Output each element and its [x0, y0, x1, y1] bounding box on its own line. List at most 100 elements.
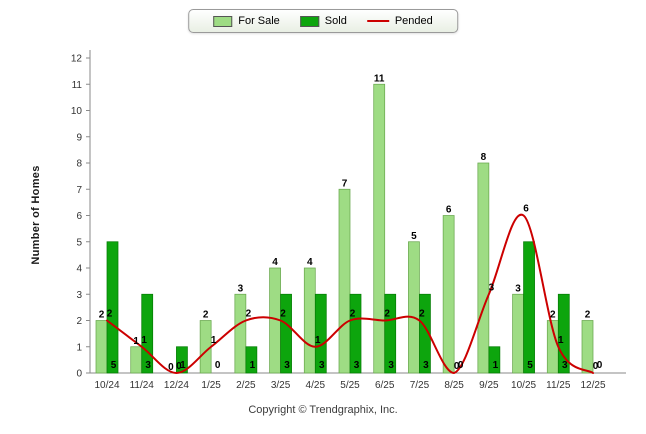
- bar-for-sale: [338, 188, 351, 374]
- bar-sold: [419, 293, 431, 374]
- y-tick-label: 6: [76, 211, 82, 222]
- x-tick-label: 8/25: [444, 380, 464, 391]
- y-tick-label: 5: [76, 237, 82, 248]
- bar-sold: [488, 346, 501, 374]
- copyright-text: Copyright © Trendgraphix, Inc.: [248, 404, 398, 416]
- sold-value-label: 3: [145, 360, 151, 371]
- x-tick-label: 1/25: [201, 380, 221, 391]
- sold-value-label: 3: [319, 360, 325, 371]
- sold-value-label: 1: [180, 360, 186, 371]
- legend-label-pended: Pended: [394, 15, 433, 27]
- bar-for-sale: [512, 293, 524, 374]
- pended-line-swatch: [366, 20, 389, 22]
- sold-value-label: 3: [354, 360, 360, 371]
- bar-for-sale: [477, 162, 490, 374]
- for-sale-value-label: 8: [481, 152, 487, 163]
- for-sale-value-label: 6: [446, 205, 452, 216]
- x-tick-label: 10/25: [511, 380, 536, 391]
- y-tick-label: 7: [76, 185, 82, 196]
- bar-sold: [384, 293, 397, 374]
- x-tick-label: 11/25: [546, 380, 571, 391]
- bar-sold: [176, 346, 188, 374]
- for-sale-swatch: [213, 15, 233, 27]
- x-tick-label: 3/25: [271, 380, 291, 391]
- bar-for-sale: [234, 293, 247, 374]
- legend-label-sold: Sold: [324, 15, 347, 27]
- sold-value-label: 0: [597, 360, 603, 371]
- sold-value-label: 0: [215, 360, 221, 371]
- legend-label-for-sale: For Sale: [238, 15, 280, 27]
- legend: For Sale Sold Pended: [188, 9, 458, 33]
- pended-value-label: 0: [454, 361, 460, 372]
- x-tick-label: 11/24: [130, 380, 155, 391]
- legend-item-for-sale: For Sale: [213, 15, 280, 27]
- y-tick-label: 2: [76, 316, 82, 327]
- legend-item-sold: Sold: [299, 15, 347, 27]
- x-tick-label: 6/25: [375, 380, 395, 391]
- for-sale-value-label: 11: [374, 73, 385, 84]
- for-sale-value-label: 2: [99, 310, 105, 321]
- bar-sold: [557, 293, 570, 374]
- bar-sold: [245, 346, 258, 374]
- bar-sold: [314, 293, 327, 374]
- pended-value-label: 1: [315, 335, 321, 346]
- sold-value-label: 5: [527, 360, 533, 371]
- x-tick-label: 12/25: [580, 380, 605, 391]
- x-tick-label: 9/25: [479, 380, 499, 391]
- for-sale-value-label: 3: [238, 283, 244, 294]
- for-sale-value-label: 0: [168, 362, 174, 373]
- y-tick-label: 11: [72, 80, 83, 91]
- bar-sold: [141, 293, 154, 374]
- for-sale-value-label: 3: [515, 283, 521, 294]
- sold-value-label: 1: [250, 360, 256, 371]
- pended-value-label: 6: [523, 204, 529, 215]
- x-tick-label: 12/24: [164, 380, 189, 391]
- pended-value-label: 0: [593, 361, 599, 372]
- bar-for-sale: [442, 215, 455, 374]
- y-tick-label: 4: [76, 264, 82, 275]
- for-sale-value-label: 7: [342, 178, 348, 189]
- y-tick-label: 9: [76, 132, 82, 143]
- bar-for-sale: [95, 320, 108, 374]
- x-tick-label: 7/25: [410, 380, 430, 391]
- x-tick-label: 5/25: [340, 380, 360, 391]
- pended-value-label: 2: [384, 309, 390, 320]
- sold-value-label: 0: [458, 360, 464, 371]
- bar-sold: [349, 293, 362, 374]
- for-sale-value-label: 5: [411, 231, 417, 242]
- y-tick-label: 3: [76, 290, 82, 301]
- bar-for-sale: [408, 241, 420, 374]
- for-sale-value-label: 2: [585, 310, 591, 321]
- sold-value-label: 3: [284, 360, 290, 371]
- pended-value-label: 1: [211, 335, 217, 346]
- for-sale-value-label: 2: [550, 310, 556, 321]
- for-sale-value-label: 4: [307, 257, 313, 268]
- pended-line: [106, 213, 594, 375]
- pended-value-label: 1: [558, 335, 564, 346]
- sold-value-label: 1: [493, 360, 499, 371]
- x-tick-label: 2/25: [236, 380, 256, 391]
- bar-for-sale: [303, 267, 316, 374]
- sold-swatch: [299, 15, 319, 27]
- pended-value-label: 3: [489, 282, 495, 293]
- sold-value-label: 5: [111, 360, 117, 371]
- bar-for-sale: [373, 83, 386, 374]
- legend-item-pended: Pended: [366, 15, 433, 27]
- bar-for-sale: [581, 320, 594, 374]
- pended-value-label: 1: [141, 335, 147, 346]
- y-tick-label: 0: [76, 369, 82, 380]
- x-tick-label: 10/24: [94, 380, 119, 391]
- pended-value-label: 0: [176, 361, 182, 372]
- for-sale-value-label: 4: [272, 257, 278, 268]
- pended-value-label: 2: [280, 309, 286, 320]
- bar-for-sale: [199, 320, 212, 374]
- y-tick-label: 1: [76, 342, 82, 353]
- sold-value-label: 3: [388, 360, 394, 371]
- pended-value-label: 2: [107, 309, 113, 320]
- bar-sold: [523, 241, 535, 374]
- y-tick-label: 12: [71, 54, 83, 65]
- bar-for-sale: [130, 346, 143, 374]
- pended-value-label: 2: [350, 309, 356, 320]
